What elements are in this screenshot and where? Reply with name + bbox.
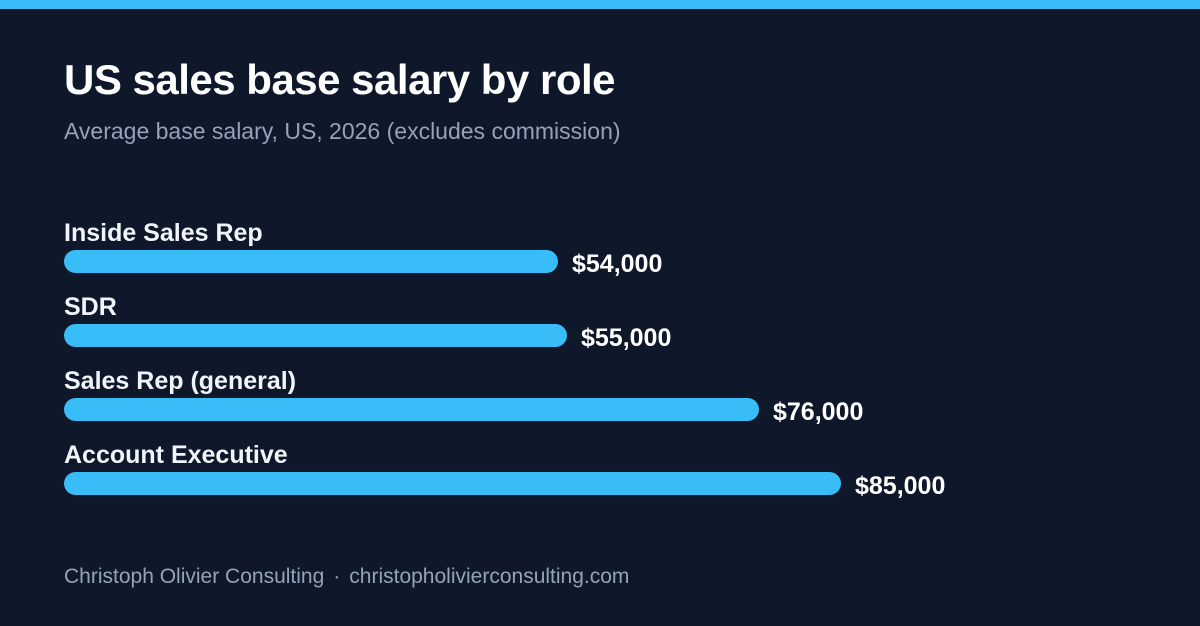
bar — [64, 472, 841, 495]
chart-subtitle: Average base salary, US, 2026 (excludes … — [64, 118, 621, 144]
bar-category-label: SDR — [64, 293, 117, 321]
footer: Christoph Olivier Consulting · christophol… — [64, 565, 629, 589]
bar-value-label: $55,000 — [581, 324, 672, 352]
footer-website: christopholivierconsulting.com — [349, 565, 630, 588]
bar-value-label: $54,000 — [572, 250, 663, 278]
bar-category-label: Sales Rep (general) — [64, 367, 297, 395]
bar-row: Inside Sales Rep $54,000 — [64, 214, 1164, 284]
bar-row: SDR $55,000 — [64, 288, 1164, 358]
bar-row: Account Executive $85,000 — [64, 436, 1164, 506]
bar-value-label: $85,000 — [855, 472, 946, 500]
top-accent-stripe — [0, 0, 1200, 9]
bar-category-label: Inside Sales Rep — [64, 219, 263, 247]
bar — [64, 324, 567, 347]
bar — [64, 250, 558, 273]
chart-title: US sales base salary by role — [64, 56, 616, 103]
bar-chart: Inside Sales Rep $54,000 SDR $55,000 Sales R… — [64, 214, 1164, 514]
footer-separator: · — [333, 565, 341, 588]
bar-value-label: $76,000 — [773, 398, 864, 426]
bar — [64, 398, 759, 421]
bar-row: Sales Rep (general) $76,000 — [64, 362, 1164, 432]
footer-brand: Christoph Olivier Consulting — [64, 565, 325, 588]
bar-category-label: Account Executive — [64, 441, 288, 469]
